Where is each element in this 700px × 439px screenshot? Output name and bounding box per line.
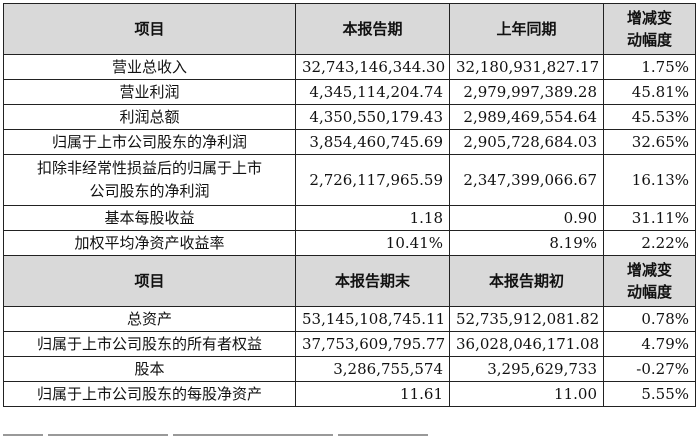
change-value: 32.65%: [603, 129, 696, 155]
row-label: 股本: [3, 356, 296, 382]
row-label-multiline: 扣除非经常性损益后的归属于上市 公司股东的净利润: [3, 154, 296, 206]
change-value: 2.22%: [603, 230, 696, 256]
prior-value: 2,347,399,066.67: [449, 154, 604, 206]
current-value: 10.41%: [295, 230, 450, 256]
table-row: 归属于上市公司股东的每股净资产 11.61 11.00 5.55%: [3, 381, 696, 407]
financial-summary-table: 项目 本报告期 上年同期 增减变 动幅度 营业总收入 32,743,146,344…: [3, 3, 696, 407]
change-value: 16.13%: [603, 154, 696, 206]
table-row: 营业总收入 32,743,146,344.30 32,180,931,827.1…: [3, 54, 696, 80]
table-row: 利润总额 4,350,550,179.43 2,989,469,554.64 4…: [3, 104, 696, 130]
header-period-end: 本报告期末: [295, 255, 450, 307]
header-change-line1: 增减变: [626, 9, 672, 27]
table-row: 营业利润 4,345,114,204.74 2,979,997,389.28 4…: [3, 79, 696, 105]
row-label: 加权平均净资产收益率: [3, 230, 296, 256]
row-label: 总资产: [3, 306, 296, 332]
current-value: 37,753,609,795.77: [295, 331, 450, 357]
table-row: 归属于上市公司股东的净利润 3,854,460,745.69 2,905,728…: [3, 129, 696, 155]
section1-header-row: 项目 本报告期 上年同期 增减变动幅度: [3, 3, 696, 55]
change-value: 31.11%: [603, 205, 696, 231]
row-label: 营业总收入: [3, 54, 296, 80]
change-value: 45.81%: [603, 79, 696, 105]
table-row: 股本 3,286,755,574 3,295,629,733 -0.27%: [3, 356, 696, 382]
prior-value: 0.90: [449, 205, 604, 231]
row-label: 归属于上市公司股东的所有者权益: [3, 331, 296, 357]
current-value: 4,350,550,179.43: [295, 104, 450, 130]
row-label: 归属于上市公司股东的净利润: [3, 129, 296, 155]
prior-value: 8.19%: [449, 230, 604, 256]
header-change-line2: 动幅度: [626, 283, 672, 301]
table-row: 总资产 53,145,108,745.11 52,735,912,081.82 …: [3, 306, 696, 332]
row-label-line1: 扣除非经常性损益后的归属于上市: [36, 159, 262, 177]
current-value: 4,345,114,204.74: [295, 79, 450, 105]
row-label: 利润总额: [3, 104, 296, 130]
change-value: 5.55%: [603, 381, 696, 407]
change-value: -0.27%: [603, 356, 696, 382]
current-value: 11.61: [295, 381, 450, 407]
current-value: 2,726,117,965.59: [295, 154, 450, 206]
row-label: 营业利润: [3, 79, 296, 105]
prior-value: 32,180,931,827.17: [449, 54, 604, 80]
prior-value: 11.00: [449, 381, 604, 407]
current-value: 3,854,460,745.69: [295, 129, 450, 155]
header-item: 项目: [3, 3, 296, 55]
table-row: 扣除非经常性损益后的归属于上市 公司股东的净利润 2,726,117,965.59…: [3, 154, 696, 206]
current-value: 1.18: [295, 205, 450, 231]
row-label-line2: 公司股东的净利润: [89, 182, 210, 200]
current-value: 53,145,108,745.11: [295, 306, 450, 332]
header-period-start: 本报告期初: [449, 255, 604, 307]
prior-value: 2,979,997,389.28: [449, 79, 604, 105]
header-change-rate: 增减变 动幅度: [603, 3, 696, 55]
change-value: 0.78%: [603, 306, 696, 332]
prior-value: 3,295,629,733: [449, 356, 604, 382]
change-value: 1.75%: [603, 54, 696, 80]
prior-value: 52,735,912,081.82: [449, 306, 604, 332]
table-row: 归属于上市公司股东的所有者权益 37,753,609,795.77 36,028…: [3, 331, 696, 357]
current-value: 32,743,146,344.30: [295, 54, 450, 80]
change-value: 4.79%: [603, 331, 696, 357]
header-change-line1: 增减变: [626, 261, 672, 279]
table-row: 基本每股收益 1.18 0.90 31.11%: [3, 205, 696, 231]
current-value: 3,286,755,574: [295, 356, 450, 382]
financial-summary-container: 项目 本报告期 上年同期 增减变 动幅度 营业总收入 32,743,146,344…: [3, 3, 696, 407]
header-change-rate: 增减变 动幅度: [603, 255, 696, 307]
header-change-line2: 动幅度: [626, 31, 672, 49]
header-prior-period: 上年同期: [449, 3, 604, 55]
prior-value: 2,905,728,684.03: [449, 129, 604, 155]
prior-value: 36,028,046,171.08: [449, 331, 604, 357]
change-value: 45.53%: [603, 104, 696, 130]
row-label: 基本每股收益: [3, 205, 296, 231]
header-current-period: 本报告期: [295, 3, 450, 55]
section2-header-row: 项目 本报告期末 本报告期初 增减变动幅度: [3, 255, 696, 307]
row-label: 归属于上市公司股东的每股净资产: [3, 381, 296, 407]
header-item: 项目: [3, 255, 296, 307]
clipped-footnote-text: [3, 434, 693, 439]
prior-value: 2,989,469,554.64: [449, 104, 604, 130]
table-row: 加权平均净资产收益率 10.41% 8.19% 2.22%: [3, 230, 696, 256]
